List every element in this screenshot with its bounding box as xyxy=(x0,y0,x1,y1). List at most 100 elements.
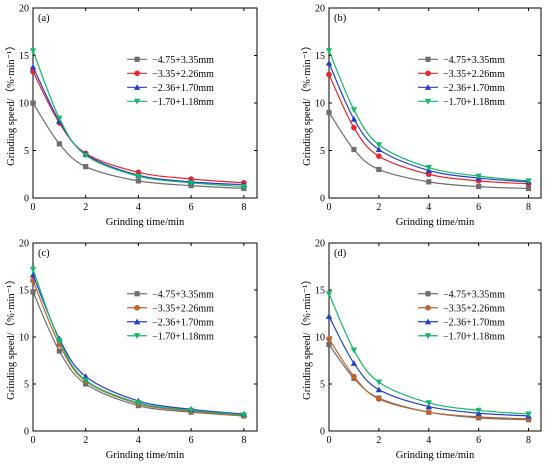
legend-marker xyxy=(425,304,431,311)
data-point xyxy=(350,115,358,122)
x-tick-label: 2 xyxy=(376,202,381,213)
y-tick-label: 10 xyxy=(19,99,29,110)
legend-label: −2.36+1.70mm xyxy=(443,317,505,328)
data-point xyxy=(325,313,333,319)
data-point xyxy=(475,173,482,180)
data-point xyxy=(350,107,358,113)
x-tick-label: 0 xyxy=(327,202,332,213)
data-point xyxy=(475,407,482,414)
data-point xyxy=(375,142,383,148)
legend-marker xyxy=(425,56,431,62)
data-point xyxy=(350,347,358,354)
data-point xyxy=(135,400,142,406)
y-tick-label: 15 xyxy=(315,51,325,62)
legend-label: −4.75+3.35mm xyxy=(443,289,505,300)
x-axis-label: Grinding time/min xyxy=(106,450,185,461)
y-tick-label: 10 xyxy=(315,333,325,344)
legend: −4.75+3.35mm −3.35+2.26mm −2.36+1.70mm −1.7… xyxy=(418,55,505,108)
legend-label: −3.35+2.26mm xyxy=(443,69,505,80)
data-point xyxy=(29,48,37,54)
data-point xyxy=(56,141,62,147)
legend-label: −1.70+1.18mm xyxy=(152,97,214,108)
data-point xyxy=(326,341,332,348)
y-tick-label: 10 xyxy=(315,99,325,110)
series-line xyxy=(328,74,529,185)
chart-panel-2: 0 2 4 6 8 0 5 10 15 20 Grinding time/min Grinding s… xyxy=(301,4,542,228)
plot-frame xyxy=(32,7,258,199)
data-point xyxy=(350,360,358,366)
data-point xyxy=(325,59,333,66)
x-axis-label: Grinding time/min xyxy=(396,450,475,461)
data-point xyxy=(29,271,37,278)
y-tick-label: 5 xyxy=(320,380,325,391)
y-axis-label: Grinding speed/（%·min⁻¹） xyxy=(5,40,17,166)
series-line xyxy=(328,50,529,182)
data-point xyxy=(426,179,432,185)
chart-panel-3: 0 2 4 6 8 0 5 10 15 20 Grinding time/min Grinding s… xyxy=(5,239,258,461)
legend-marker xyxy=(425,70,431,77)
series-4 xyxy=(325,48,532,185)
data-point xyxy=(187,407,195,414)
x-tick-label: 4 xyxy=(426,435,431,446)
x-tick-label: 2 xyxy=(376,435,381,446)
legend-label: −2.36+1.70mm xyxy=(443,83,505,94)
data-point xyxy=(425,165,432,171)
data-point xyxy=(425,409,432,416)
data-point xyxy=(29,266,37,273)
series-line xyxy=(32,71,244,184)
legend-marker xyxy=(133,333,141,339)
legend-label: −4.75+3.35mm xyxy=(443,55,505,66)
legend: −4.75+3.35mm −3.35+2.26mm −2.36+1.70mm −1.7… xyxy=(127,55,214,108)
series-4 xyxy=(29,48,248,190)
legend-marker xyxy=(134,304,140,311)
series-line xyxy=(32,291,244,417)
legend-label: −4.75+3.35mm xyxy=(152,289,214,300)
legend-marker xyxy=(133,84,141,90)
y-axis-label: Grinding speed/（%·min⁻¹） xyxy=(301,274,313,400)
legend-label: −2.36+1.70mm xyxy=(152,83,214,94)
data-point xyxy=(82,377,89,384)
data-point xyxy=(351,124,357,131)
data-point xyxy=(376,166,382,173)
data-point xyxy=(30,100,36,106)
plot-frame xyxy=(328,242,542,432)
data-point xyxy=(376,153,382,159)
legend-marker xyxy=(424,98,432,105)
data-point xyxy=(29,63,37,70)
data-point xyxy=(56,115,63,122)
x-tick-label: 0 xyxy=(31,202,36,213)
data-point xyxy=(30,289,36,295)
y-tick-label: 20 xyxy=(19,4,29,15)
legend-label: −4.75+3.35mm xyxy=(152,55,214,66)
data-point xyxy=(83,381,89,387)
chart-panel-4: 0 2 4 6 8 0 5 10 15 20 Grinding time/min Grinding s… xyxy=(301,239,542,461)
series-line xyxy=(328,338,529,420)
series-3 xyxy=(325,313,532,419)
x-tick-label: 8 xyxy=(241,435,246,446)
data-point xyxy=(525,411,532,418)
x-tick-label: 4 xyxy=(426,202,431,213)
x-tick-label: 4 xyxy=(136,435,141,446)
y-axis-label: Grinding speed/（%·min⁻¹） xyxy=(301,40,313,166)
data-point xyxy=(525,185,532,192)
y-tick-label: 5 xyxy=(24,380,29,391)
series-line xyxy=(32,50,244,188)
legend: −4.75+3.35mm −3.35+2.26mm −2.36+1.70mm −1.7… xyxy=(418,289,505,342)
data-point xyxy=(56,338,63,344)
series-line xyxy=(328,316,529,417)
panel-label: (a) xyxy=(38,13,50,24)
y-tick-label: 15 xyxy=(315,286,325,297)
panel-label: (d) xyxy=(334,248,347,259)
legend-marker xyxy=(134,70,140,77)
legend-marker xyxy=(133,318,141,325)
x-tick-label: 2 xyxy=(83,202,88,213)
data-point xyxy=(240,412,248,419)
y-tick-label: 10 xyxy=(19,333,29,344)
legend-marker xyxy=(134,56,140,62)
data-point xyxy=(351,373,357,380)
legend-marker xyxy=(425,291,431,297)
legend-label: −1.70+1.18mm xyxy=(443,97,505,108)
y-tick-label: 5 xyxy=(320,146,325,157)
y-tick-label: 5 xyxy=(24,146,29,157)
x-axis-label: Grinding time/min xyxy=(396,217,475,228)
